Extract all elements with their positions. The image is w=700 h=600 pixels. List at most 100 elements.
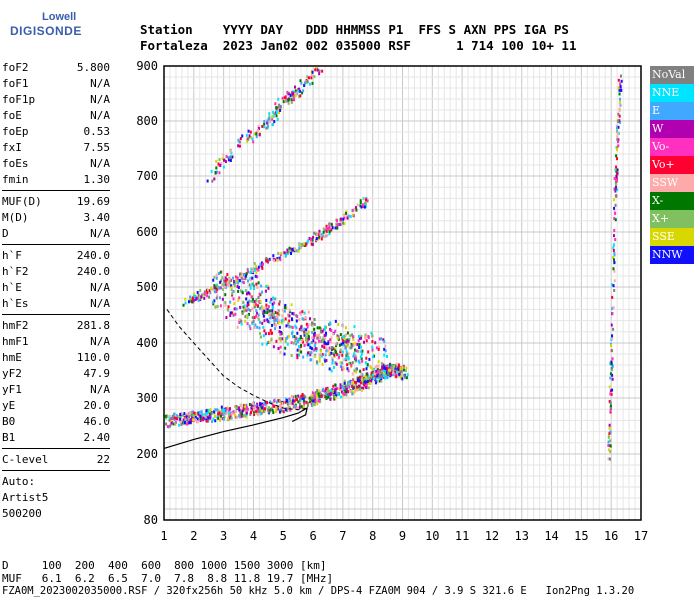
echo-point bbox=[379, 370, 382, 374]
echo-point bbox=[215, 159, 218, 163]
echo-point bbox=[253, 305, 256, 309]
echo-point bbox=[397, 371, 400, 375]
echo-point bbox=[335, 362, 338, 366]
echo-point bbox=[209, 414, 212, 418]
param-row: yF1 N/A bbox=[2, 382, 110, 398]
echo-point bbox=[326, 386, 329, 390]
echo-point bbox=[400, 369, 403, 373]
echo-point bbox=[213, 286, 216, 290]
echo-point bbox=[276, 316, 279, 320]
param-row: foF2 5.800 bbox=[2, 60, 110, 76]
echo-point bbox=[609, 389, 612, 393]
echo-point bbox=[266, 308, 269, 312]
x-tick-label: 1 bbox=[160, 529, 167, 543]
echo-point bbox=[318, 326, 321, 330]
echo-point bbox=[322, 387, 325, 391]
echo-point bbox=[176, 417, 179, 421]
echo-point bbox=[613, 176, 616, 180]
echo-point bbox=[398, 372, 401, 376]
echo-point bbox=[263, 122, 266, 126]
echo-point bbox=[365, 383, 368, 387]
echo-point bbox=[276, 258, 279, 262]
echo-point bbox=[378, 345, 381, 349]
echo-point bbox=[619, 74, 622, 78]
echo-point bbox=[233, 413, 236, 417]
echo-point bbox=[616, 157, 619, 161]
echo-point bbox=[240, 414, 243, 418]
echo-point bbox=[351, 372, 354, 376]
echo-point bbox=[258, 320, 261, 324]
echo-point bbox=[265, 259, 268, 263]
echo-point bbox=[188, 415, 191, 419]
echo-point bbox=[294, 339, 297, 343]
echo-point bbox=[311, 238, 314, 242]
echo-point bbox=[229, 158, 232, 162]
echo-point bbox=[344, 391, 347, 395]
echo-point bbox=[333, 394, 336, 398]
echo-point bbox=[255, 299, 258, 303]
echo-point bbox=[272, 312, 275, 316]
echo-point bbox=[271, 117, 274, 121]
echo-point bbox=[300, 338, 303, 342]
y-tick-label: 900 bbox=[136, 59, 158, 73]
echo-point bbox=[332, 365, 335, 369]
echo-point bbox=[365, 334, 368, 338]
echo-point bbox=[348, 337, 351, 341]
echo-point bbox=[343, 387, 346, 391]
echo-point bbox=[244, 274, 247, 278]
echo-point bbox=[289, 399, 292, 403]
echo-point bbox=[217, 272, 220, 276]
echo-point bbox=[313, 394, 316, 398]
echo-point bbox=[219, 418, 222, 422]
echo-point bbox=[264, 306, 267, 310]
echo-point bbox=[357, 334, 360, 338]
param-name: MUF(D) bbox=[2, 195, 42, 208]
echo-point bbox=[267, 124, 270, 128]
echo-point bbox=[280, 321, 283, 325]
param-separator bbox=[2, 470, 110, 471]
echo-point bbox=[310, 402, 313, 406]
footer-file-info: FZA0M_2023002035000.RSF / 320fx256h 50 k… bbox=[2, 585, 635, 597]
echo-point bbox=[404, 369, 407, 373]
echo-point bbox=[365, 372, 368, 376]
echo-point bbox=[275, 316, 278, 320]
echo-point bbox=[215, 166, 218, 170]
echo-point bbox=[608, 457, 611, 461]
echo-point bbox=[242, 413, 245, 417]
echo-point bbox=[361, 349, 364, 353]
echo-point bbox=[609, 372, 612, 376]
echo-point bbox=[272, 345, 275, 349]
echo-point bbox=[300, 350, 303, 354]
echo-point bbox=[612, 258, 615, 262]
echo-point bbox=[394, 372, 397, 376]
echo-point bbox=[235, 279, 238, 283]
echo-point bbox=[315, 334, 318, 338]
echo-point bbox=[382, 338, 385, 342]
echo-point bbox=[339, 386, 342, 390]
echo-point bbox=[279, 408, 282, 412]
echo-point bbox=[271, 123, 274, 127]
echo-point bbox=[193, 292, 196, 296]
echo-point bbox=[186, 422, 189, 426]
echo-point bbox=[318, 229, 321, 233]
echo-point bbox=[324, 391, 327, 395]
echo-point bbox=[222, 417, 225, 421]
echo-point bbox=[357, 378, 360, 382]
echo-point bbox=[614, 189, 617, 193]
echo-point bbox=[242, 407, 245, 411]
echo-point bbox=[363, 380, 366, 384]
echo-point bbox=[378, 337, 381, 341]
echo-point bbox=[607, 440, 610, 444]
echo-point bbox=[366, 199, 369, 203]
echo-point bbox=[380, 375, 383, 379]
echo-point bbox=[332, 384, 335, 388]
echo-point bbox=[245, 415, 248, 419]
echo-point bbox=[208, 289, 211, 293]
echo-point bbox=[299, 401, 302, 405]
echo-point bbox=[165, 416, 168, 420]
echo-point bbox=[345, 386, 348, 390]
echo-point bbox=[297, 400, 300, 404]
echo-point bbox=[216, 305, 219, 309]
echo-point bbox=[618, 88, 621, 92]
echo-point bbox=[342, 324, 345, 328]
